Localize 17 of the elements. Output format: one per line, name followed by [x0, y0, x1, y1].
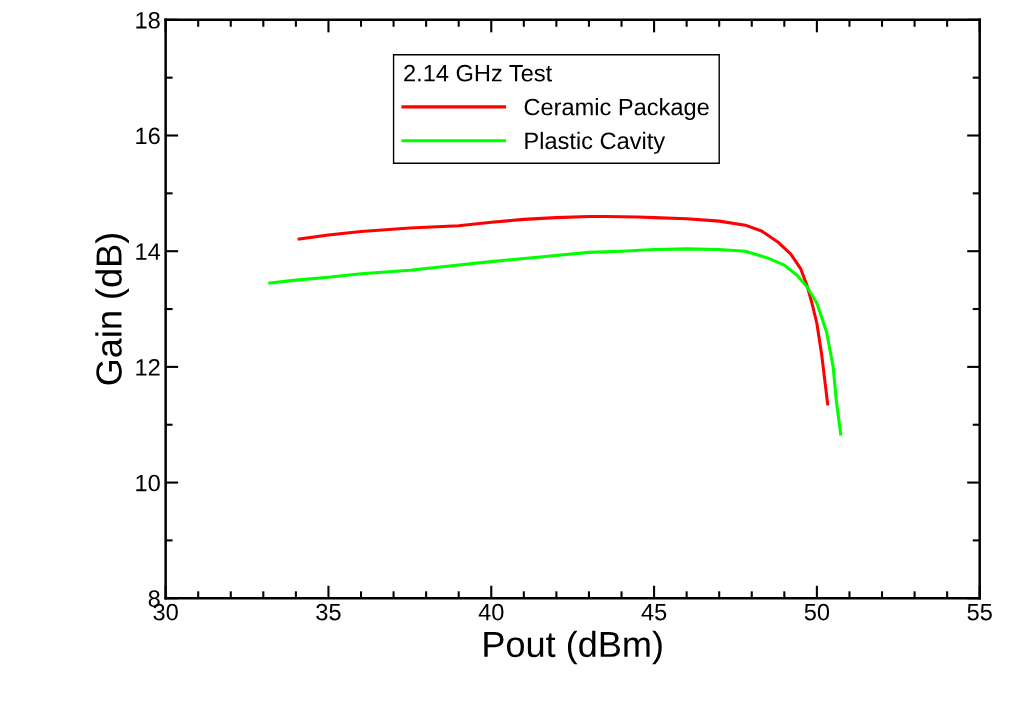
y-tick-label: 16 [136, 127, 160, 145]
y-tick-label: 18 [136, 11, 160, 29]
x-tick-label: 50 [804, 603, 830, 621]
legend-label: Plastic Cavity [525, 131, 666, 154]
y-axis-title: Gain (dB) [95, 234, 129, 385]
legend-title: 2.14 GHz Test [404, 64, 553, 82]
y-tick-label: 14 [136, 243, 161, 260]
x-tick-label: 55 [967, 603, 992, 621]
x-axis-title: Pout (dBm) [484, 630, 662, 665]
y-tick-label: 10 [136, 474, 160, 492]
x-tick-label: 45 [641, 603, 667, 621]
line-series [297, 214, 830, 406]
x-tick-label: 40 [478, 603, 504, 621]
line-series [268, 247, 843, 436]
x-tick-label: 35 [316, 603, 341, 621]
legend-label: Ceramic Package [524, 98, 709, 121]
y-tick-label: 12 [136, 358, 160, 376]
